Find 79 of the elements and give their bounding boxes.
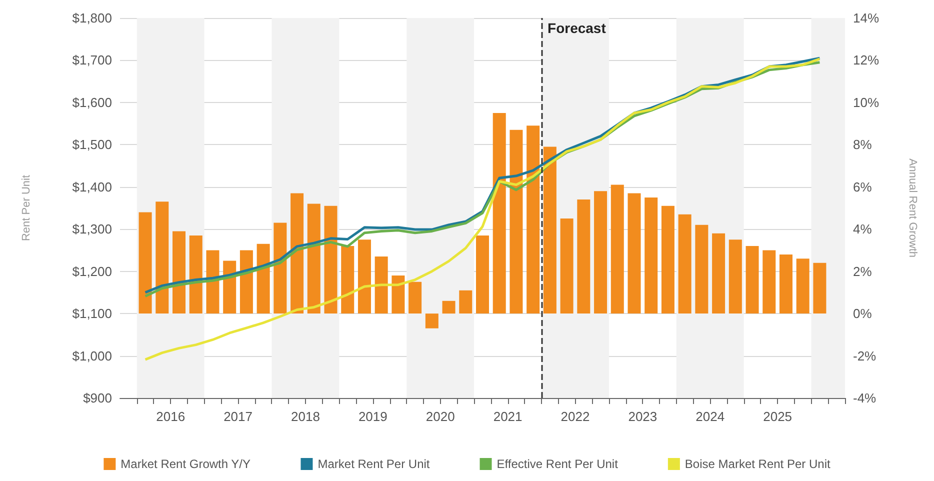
y-tick-label: $1,800 xyxy=(72,10,112,26)
y-tick-label: $1,000 xyxy=(72,348,112,364)
y2-tick-label: -4% xyxy=(853,390,877,406)
bar xyxy=(543,146,556,314)
bar xyxy=(526,126,540,314)
x-tick-label: 2023 xyxy=(628,409,658,424)
bar xyxy=(813,262,826,314)
bar xyxy=(644,197,658,314)
x-tick-label: 2022 xyxy=(560,409,590,424)
y2-tick-label: 14% xyxy=(853,10,880,26)
bar xyxy=(172,231,186,314)
bar xyxy=(492,113,506,314)
y-tick-label: $1,200 xyxy=(72,264,112,279)
y2-tick-label: 4% xyxy=(853,222,872,237)
x-tick-label: 2018 xyxy=(291,409,320,424)
x-tick-label: 2025 xyxy=(763,409,792,424)
bar xyxy=(476,235,489,314)
bar xyxy=(324,206,338,314)
bar xyxy=(392,276,405,314)
bar xyxy=(408,282,422,314)
bar xyxy=(510,130,523,314)
y-tick-label: $1,600 xyxy=(72,94,112,110)
y2-tick-label: 2% xyxy=(853,264,872,279)
x-tick-label: 2024 xyxy=(696,409,725,424)
bar xyxy=(223,260,236,314)
bar xyxy=(577,200,590,314)
bar xyxy=(274,222,287,314)
bar xyxy=(746,246,759,314)
x-tick-label: 2020 xyxy=(426,409,455,424)
bar xyxy=(374,256,388,314)
bar xyxy=(425,314,438,328)
legend-label: Effective Rent Per Unit xyxy=(496,457,619,471)
y-tick-label: $1,100 xyxy=(72,306,112,322)
y2-tick-label: 10% xyxy=(853,94,880,110)
bar xyxy=(594,191,608,314)
ref-line-label: Forecast xyxy=(548,20,606,36)
bar xyxy=(206,250,220,314)
y2-tick-label: -2% xyxy=(853,348,877,364)
bar xyxy=(712,233,726,314)
y2-axis-title: Annual Rent Growth xyxy=(906,158,918,258)
line-series xyxy=(144,58,821,361)
y-axis-title: Rent Per Unit xyxy=(20,174,32,242)
legend-label: Market Rent Growth Y/Y xyxy=(120,457,251,471)
bar xyxy=(138,212,152,314)
legend-label: Boise Market Rent Per Unit xyxy=(684,457,831,471)
y-tick-label: $1,300 xyxy=(72,222,112,237)
bar xyxy=(728,240,742,314)
x-tick-label: 2019 xyxy=(358,409,388,424)
bar xyxy=(240,250,253,314)
bar xyxy=(307,204,320,314)
bar xyxy=(358,240,371,314)
bar xyxy=(678,214,692,314)
bar xyxy=(442,300,456,314)
y-tick-label: $1,400 xyxy=(72,179,112,194)
bar xyxy=(796,258,810,314)
y2-tick-label: 12% xyxy=(853,52,880,68)
bar xyxy=(290,193,304,314)
x-tick-label: 2017 xyxy=(224,409,252,424)
legend-label: Market Rent Per Unit xyxy=(318,457,430,471)
bar xyxy=(189,235,202,314)
bar xyxy=(459,290,472,314)
bar xyxy=(661,206,674,314)
bar xyxy=(610,184,624,314)
x-tick-label: 2021 xyxy=(493,409,522,424)
bar xyxy=(560,218,574,314)
y2-tick-label: 6% xyxy=(853,179,872,194)
x-tick-label: 2016 xyxy=(156,409,186,424)
bar xyxy=(341,246,354,314)
y-tick-label: $900 xyxy=(83,390,112,406)
y-tick-label: $1,700 xyxy=(72,52,112,68)
y2-tick-label: 0% xyxy=(853,306,872,322)
bar xyxy=(628,193,641,314)
bar xyxy=(762,250,776,314)
bar xyxy=(695,224,708,314)
bar xyxy=(156,202,169,314)
bar xyxy=(779,254,792,314)
y2-tick-label: 8% xyxy=(853,137,872,152)
y-tick-label: $1,500 xyxy=(72,137,112,152)
bar xyxy=(256,244,270,314)
